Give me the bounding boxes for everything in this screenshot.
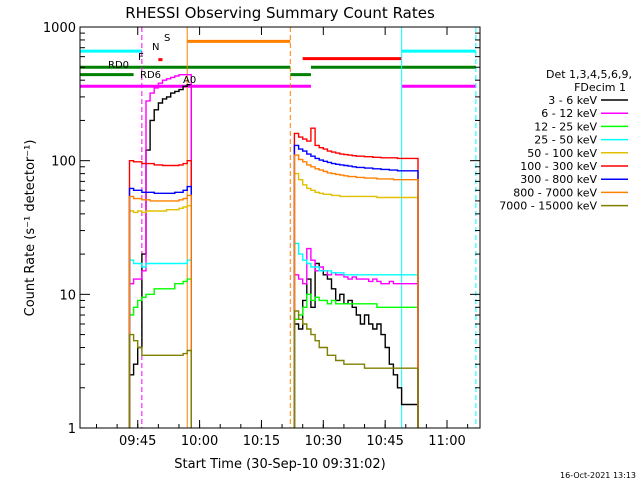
series-line-2-segment-0 xyxy=(128,278,192,428)
flag-label-rd6: RD6 xyxy=(140,70,161,81)
series-line-1-segment-0 xyxy=(128,74,192,428)
plot-frame xyxy=(79,26,481,429)
series-line-2-segment-1 xyxy=(293,293,419,428)
series-line-0-segment-1 xyxy=(293,262,419,428)
flag-label-f: F xyxy=(138,52,144,63)
series-line-3-segment-0 xyxy=(128,259,192,428)
series-line-7-segment-0 xyxy=(128,194,192,428)
series-line-8-segment-0 xyxy=(128,333,192,428)
legend-label-1: 6 - 12 keV xyxy=(541,107,597,120)
flag-label-s: S xyxy=(164,33,170,44)
series-line-4-segment-0 xyxy=(128,205,192,428)
legend-label-7: 800 - 7000 keV xyxy=(513,186,597,199)
chart-title: RHESSI Observing Summary Count Rates xyxy=(125,4,435,22)
legend-header-line-1: Det 1,3,4,5,6,9, xyxy=(546,68,632,81)
legend-label-8: 7000 - 15000 keV xyxy=(499,200,597,213)
x-axis-label: Start Time (30-Sep-10 09:31:02) xyxy=(174,457,385,472)
y-tick-label-1: 10 xyxy=(59,288,76,303)
legend-label-2: 12 - 25 keV xyxy=(534,120,597,133)
legend-label-4: 50 - 100 keV xyxy=(527,147,597,160)
x-tick-label-4: 10:45 xyxy=(366,434,403,449)
legend-label-0: 3 - 6 keV xyxy=(548,94,597,107)
y-tick-label-3: 1000 xyxy=(43,21,76,36)
series-line-5-segment-1 xyxy=(293,127,419,428)
series-line-4-segment-1 xyxy=(293,172,419,428)
flag-label-n: N xyxy=(152,42,159,53)
x-tick-label-5: 11:00 xyxy=(428,434,465,449)
series-line-3-segment-1 xyxy=(293,242,419,428)
series-line-6-segment-0 xyxy=(128,185,192,428)
x-tick-label-1: 10:00 xyxy=(181,434,218,449)
legend-label-6: 300 - 800 keV xyxy=(520,173,597,186)
flag-label-rd0: RD0 xyxy=(108,60,129,71)
legend-header-line-2: FDecim 1 xyxy=(574,81,626,94)
legend-label-3: 25 - 50 keV xyxy=(534,134,597,147)
series-line-7-segment-1 xyxy=(293,154,419,428)
x-tick-label-0: 09:45 xyxy=(119,434,156,449)
y-tick-label-0: 1 xyxy=(68,422,76,437)
series-line-6-segment-1 xyxy=(293,144,419,428)
flag-label-a0: A0 xyxy=(183,75,196,86)
y-axis-label: Count Rate (s⁻¹ detector⁻¹) xyxy=(23,140,38,317)
series-line-8-segment-1 xyxy=(293,310,419,428)
x-tick-label-3: 10:30 xyxy=(305,434,342,449)
render-timestamp: 16-Oct-2021 13:13 xyxy=(560,471,636,480)
series-line-0-segment-0 xyxy=(128,84,192,428)
series-line-5-segment-0 xyxy=(128,160,192,428)
series-line-1-segment-1 xyxy=(293,247,419,428)
legend-label-5: 100 - 300 keV xyxy=(520,160,597,173)
y-tick-label-2: 100 xyxy=(51,155,76,170)
x-tick-label-2: 10:15 xyxy=(243,434,280,449)
